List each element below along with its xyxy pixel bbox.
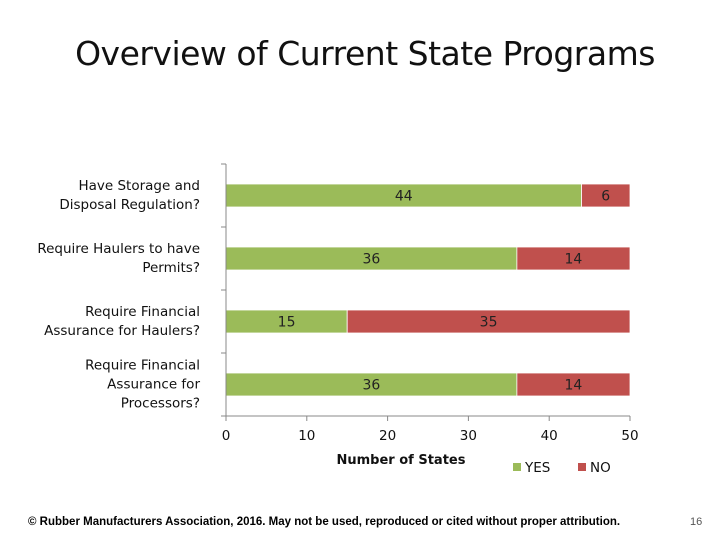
- copyright-footer: © Rubber Manufacturers Association, 2016…: [28, 516, 621, 528]
- bar-no-3: [346, 309, 631, 334]
- x-tick-label-10: 10: [298, 428, 315, 444]
- legend-swatch-yes: [513, 463, 521, 471]
- category-label-1: Have Storage and Disposal Regulation?: [59, 178, 200, 213]
- data-label-yes-2: 36: [363, 252, 381, 268]
- data-label-no-2: 14: [565, 252, 583, 268]
- x-tick-label-40: 40: [541, 428, 558, 444]
- bar-no-2: [516, 246, 631, 271]
- x-tick-label-30: 30: [460, 428, 477, 444]
- category-label-3: Require Financial Assurance for Haulers?: [44, 304, 200, 339]
- axes-layer: 0 10 20 30 40 50 Number of States: [221, 163, 639, 468]
- page-number: 16: [690, 516, 703, 528]
- data-label-yes-4: 36: [363, 378, 381, 394]
- category-label-2: Require Haulers to have Permits?: [37, 241, 200, 276]
- bar-no-4: [516, 372, 631, 397]
- data-label-yes-1: 44: [395, 189, 413, 205]
- category-label-4: Require Financial Assurance for Processors…: [85, 358, 200, 412]
- bar-no-1: [581, 183, 631, 208]
- data-label-no-4: 14: [565, 378, 583, 394]
- legend: YES NO: [513, 460, 611, 476]
- x-tick-label-50: 50: [621, 428, 638, 444]
- x-tick-label-20: 20: [379, 428, 396, 444]
- labels-layer: 44 6 Have Storage and Disposal Regulation? 3…: [37, 178, 610, 412]
- bars-layer: [225, 183, 631, 397]
- x-tick-label-0: 0: [222, 428, 231, 444]
- legend-swatch-no: [578, 463, 586, 471]
- data-label-no-1: 6: [601, 189, 610, 205]
- data-label-yes-3: 15: [278, 315, 296, 331]
- x-axis-title: Number of States: [337, 453, 466, 468]
- data-label-no-3: 35: [480, 315, 498, 331]
- legend-label-no: NO: [590, 460, 611, 476]
- slide-title: Overview of Current State Programs: [75, 34, 655, 73]
- legend-label-yes: YES: [524, 460, 550, 476]
